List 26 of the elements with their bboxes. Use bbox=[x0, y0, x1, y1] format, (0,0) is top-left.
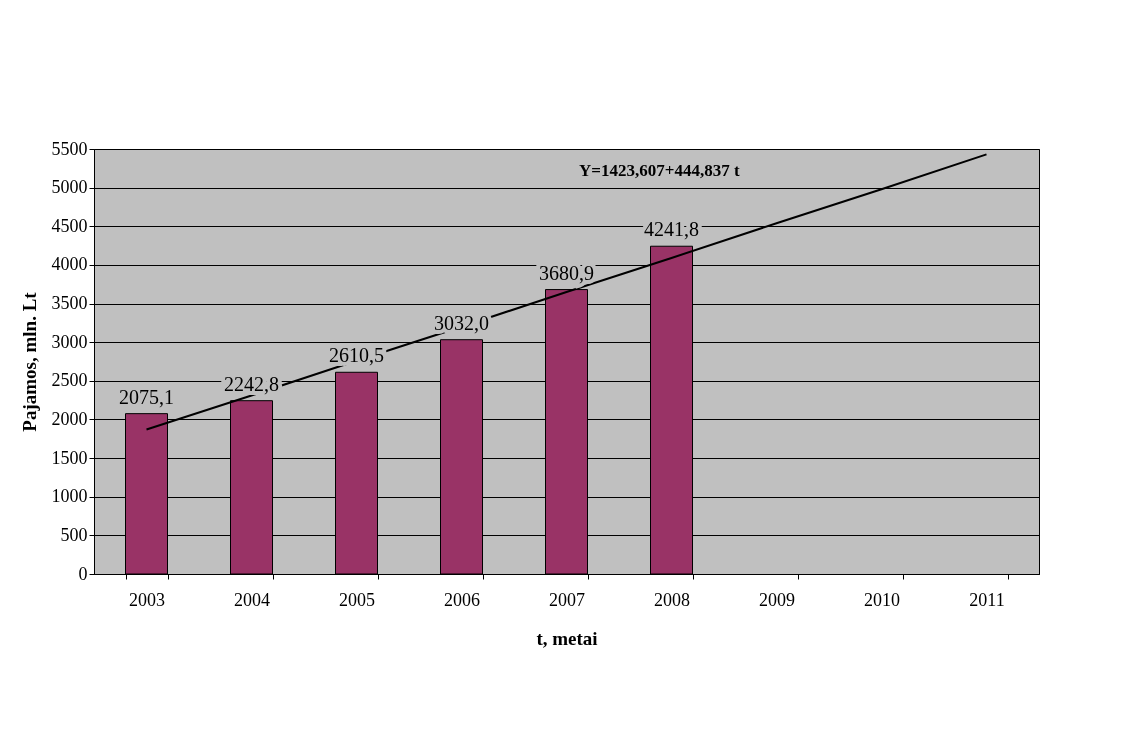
y-tick-label: 2000 bbox=[51, 408, 88, 429]
data-label: 3680,9 bbox=[539, 261, 594, 284]
y-tick-label: 3000 bbox=[51, 331, 88, 352]
x-tick-label: 2006 bbox=[444, 589, 480, 610]
y-tick-label: 0 bbox=[78, 563, 88, 584]
x-tick-label: 2008 bbox=[654, 589, 690, 610]
x-tick-label: 2009 bbox=[759, 589, 795, 610]
y-tick-label: 500 bbox=[60, 524, 88, 545]
y-tick-label: 5500 bbox=[51, 138, 88, 159]
y-tick-label: 1500 bbox=[51, 447, 88, 468]
y-tick-label: 3500 bbox=[51, 293, 88, 314]
y-tick-label: 1000 bbox=[51, 486, 88, 507]
y-axis-title: Pajamos, mln. Lt bbox=[18, 291, 40, 432]
y-tick-label: 4500 bbox=[51, 215, 88, 236]
y-tick-label: 2500 bbox=[51, 370, 88, 391]
x-tick-label: 2007 bbox=[549, 589, 585, 610]
x-tick-label: 2004 bbox=[234, 589, 270, 610]
annotation: Y=1423,607+444,837 t bbox=[579, 161, 740, 180]
x-tick-label: 2010 bbox=[864, 589, 900, 610]
x-tick-label: 2003 bbox=[129, 589, 165, 610]
x-tick-label: 2005 bbox=[339, 589, 375, 610]
y-tick-label: 5000 bbox=[51, 177, 88, 198]
x-tick-label: 2011 bbox=[969, 589, 1005, 610]
data-label: 2075,1 bbox=[119, 385, 174, 408]
y-tick-label: 4000 bbox=[51, 254, 88, 275]
x-axis-title: t, metai bbox=[536, 627, 598, 649]
